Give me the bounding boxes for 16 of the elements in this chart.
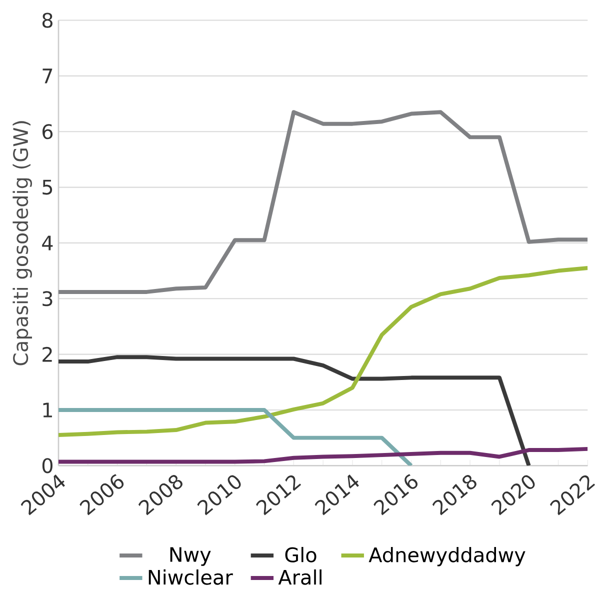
y-tick-label: 7 [42,68,52,84]
legend-label: Glo [285,546,316,562]
y-tick-label: 2 [42,346,52,362]
legend-label: Niwclear [148,569,233,585]
y-tick-label: 5 [42,180,52,195]
y-tick-label: 6 [42,124,53,140]
y-tick-label: 3 [42,290,52,306]
line-series [58,266,588,437]
y-axis-title: Capasiti gosodedig (GW) [12,121,32,366]
y-tick-label: 8 [42,12,52,28]
legend-label: Arall [278,569,322,585]
y-tick-label: 4 [42,236,53,250]
legend-label: Nwy [170,547,211,566]
y-tick-label: 0 [42,458,52,474]
legend-label: Adnewyddadwy [368,546,526,566]
y-tick-label: 1 [43,402,52,418]
